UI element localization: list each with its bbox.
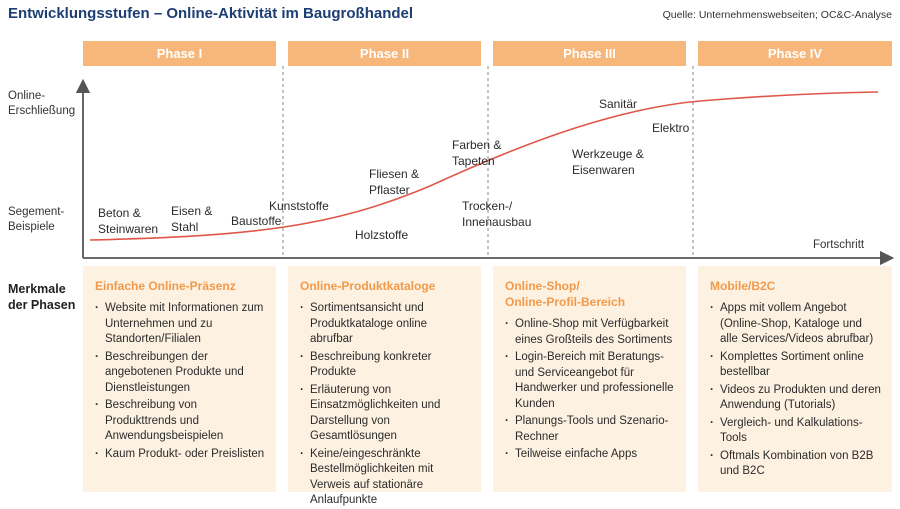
list-item: Keine/eingeschränkte Bestellmöglichkeite… bbox=[300, 447, 471, 509]
phase-1-box: Einfache Online-Präsenz Website mit Info… bbox=[83, 266, 276, 492]
phase-3-box: Online-Shop/ Online-Profil-Bereich Onlin… bbox=[493, 266, 686, 492]
list-item: Online-Shop mit Verfügbarkeit eines Groß… bbox=[505, 317, 676, 348]
phase-3-list: Online-Shop mit Verfügbarkeit eines Groß… bbox=[505, 317, 676, 463]
segment-label: Werkzeuge & Eisenwaren bbox=[572, 147, 644, 177]
segment-label: Kunststoffe bbox=[269, 199, 329, 213]
list-item: Videos zu Produkten und deren Anwendung … bbox=[710, 383, 882, 414]
phase-4-heading: Mobile/B2C bbox=[710, 279, 776, 293]
phase-2-list: Sortimentsansicht und Produktkataloge on… bbox=[300, 301, 471, 509]
list-item: Komplettes Sortiment online bestellbar bbox=[710, 350, 882, 381]
phase-2-box: Online-Produktkataloge Sortimentsansicht… bbox=[288, 266, 481, 506]
list-item: Login-Bereich mit Beratungs- und Service… bbox=[505, 350, 676, 412]
phase-2-heading: Online-Produktkataloge bbox=[300, 279, 436, 293]
phase-4-list: Apps mit vollem Angebot (Online-Shop, Ka… bbox=[710, 301, 882, 480]
phase-3-heading: Online-Shop/ Online-Profil-Bereich bbox=[505, 279, 626, 309]
phase-1-list: Website mit Informationen zum Unternehme… bbox=[95, 301, 266, 462]
list-item: Vergleich- und Kalkulations-Tools bbox=[710, 416, 882, 447]
segment-label: Elektro bbox=[652, 121, 690, 135]
segment-label: Fliesen & Pflaster bbox=[369, 167, 420, 197]
list-item: Teilweise einfache Apps bbox=[505, 447, 676, 463]
segment-label: Beton & Steinwaren bbox=[98, 206, 159, 236]
list-item: Beschreibungen der angebotenen Produkte … bbox=[95, 350, 266, 397]
phase-2-header: Phase II bbox=[288, 41, 481, 66]
segment-label: Eisen & Stahl bbox=[171, 204, 213, 234]
phase-3-header: Phase III bbox=[493, 41, 686, 66]
segment-label: Baustoffe bbox=[231, 214, 282, 228]
segment-axis-label: Segement- Beispiele bbox=[8, 206, 65, 233]
list-item: Website mit Informationen zum Unternehme… bbox=[95, 301, 266, 348]
adoption-curve bbox=[89, 91, 879, 241]
list-item: Beschreibung konkreter Produkte bbox=[300, 350, 471, 381]
diagram-title: Entwicklungsstufen – Online-Aktivität im… bbox=[8, 5, 414, 22]
list-item: Oftmals Kombination von B2B und B2C bbox=[710, 449, 882, 480]
list-item: Sortimentsansicht und Produktkataloge on… bbox=[300, 301, 471, 348]
y-axis-label: Online- Erschließung bbox=[8, 90, 76, 117]
segment-label: Trocken-/ Innenausbau bbox=[462, 199, 532, 229]
list-item: Beschreibung von Produkttrends und Anwen… bbox=[95, 398, 266, 445]
merkmale-label: Merkmale der Phasen bbox=[8, 282, 76, 312]
list-item: Erläuterung von Einsatzmöglichkeiten und… bbox=[300, 383, 471, 445]
segment-label: Farben & Tapeten bbox=[452, 138, 502, 168]
list-item: Kaum Produkt- oder Preislisten bbox=[95, 447, 266, 463]
list-item: Planungs-Tools und Szenario-Rechner bbox=[505, 414, 676, 445]
phase-1-header: Phase I bbox=[83, 41, 276, 66]
phase-1-heading: Einfache Online-Präsenz bbox=[95, 279, 236, 293]
x-axis-label: Fortschritt bbox=[813, 239, 865, 251]
segment-label: Sanitär bbox=[599, 97, 638, 111]
list-item: Apps mit vollem Angebot (Online-Shop, Ka… bbox=[710, 301, 882, 348]
segment-label: Holzstoffe bbox=[355, 228, 409, 242]
phase-4-box: Mobile/B2C Apps mit vollem Angebot (Onli… bbox=[698, 266, 892, 492]
source-note: Quelle: Unternehmenswebseiten; OC&C-Anal… bbox=[662, 9, 892, 21]
phase-4-header: Phase IV bbox=[698, 41, 892, 66]
